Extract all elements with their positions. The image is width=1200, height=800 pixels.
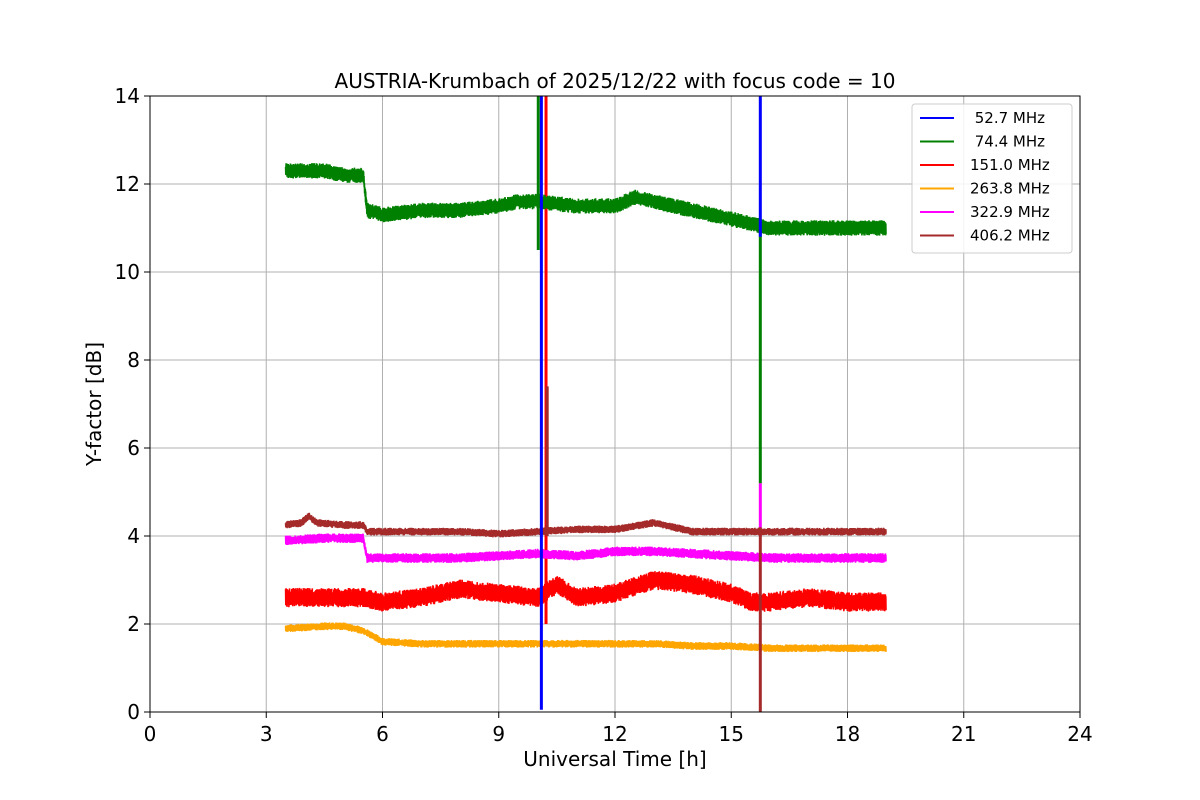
y-tick-label: 2	[127, 612, 140, 636]
series-layer	[284, 96, 887, 712]
x-axis-label: Universal Time [h]	[523, 747, 706, 771]
legend-entry: 151.0 MHz	[970, 156, 1050, 174]
x-tick-label: 18	[835, 722, 860, 746]
y-tick-label: 14	[115, 84, 140, 108]
chart-title: AUSTRIA-Krumbach of 2025/12/22 with focu…	[335, 69, 896, 93]
series-line	[284, 512, 887, 538]
legend-entry: 52.7 MHz	[970, 109, 1045, 127]
series-line	[284, 533, 887, 563]
x-tick-label: 3	[260, 722, 273, 746]
y-tick-label: 8	[127, 348, 140, 372]
series-line	[284, 163, 887, 236]
legend-entry: 322.9 MHz	[970, 203, 1050, 221]
legend-entry: 263.8 MHz	[970, 180, 1050, 198]
legend-entry: 74.4 MHz	[970, 133, 1045, 151]
x-tick-label: 21	[951, 722, 976, 746]
x-tick-label: 15	[719, 722, 744, 746]
legend-entry: 406.2 MHz	[970, 227, 1050, 245]
legend: 52.7 MHz 74.4 MHz 151.0 MHz 263.8 MHz 322.9…	[911, 103, 1073, 254]
series-line	[284, 571, 887, 612]
x-tick-label: 6	[376, 722, 389, 746]
series-line	[284, 622, 887, 653]
y-tick-label: 12	[115, 172, 140, 196]
y-tick-label: 4	[127, 524, 140, 548]
x-tick-label: 0	[144, 722, 157, 746]
x-tick-label: 24	[1067, 722, 1092, 746]
y-tick-label: 10	[115, 260, 140, 284]
x-tick-label: 9	[492, 722, 505, 746]
y-tick-label: 0	[127, 700, 140, 724]
y-axis-label: Y-factor [dB]	[82, 342, 106, 467]
x-tick-label: 12	[602, 722, 627, 746]
y-tick-label: 6	[127, 436, 140, 460]
